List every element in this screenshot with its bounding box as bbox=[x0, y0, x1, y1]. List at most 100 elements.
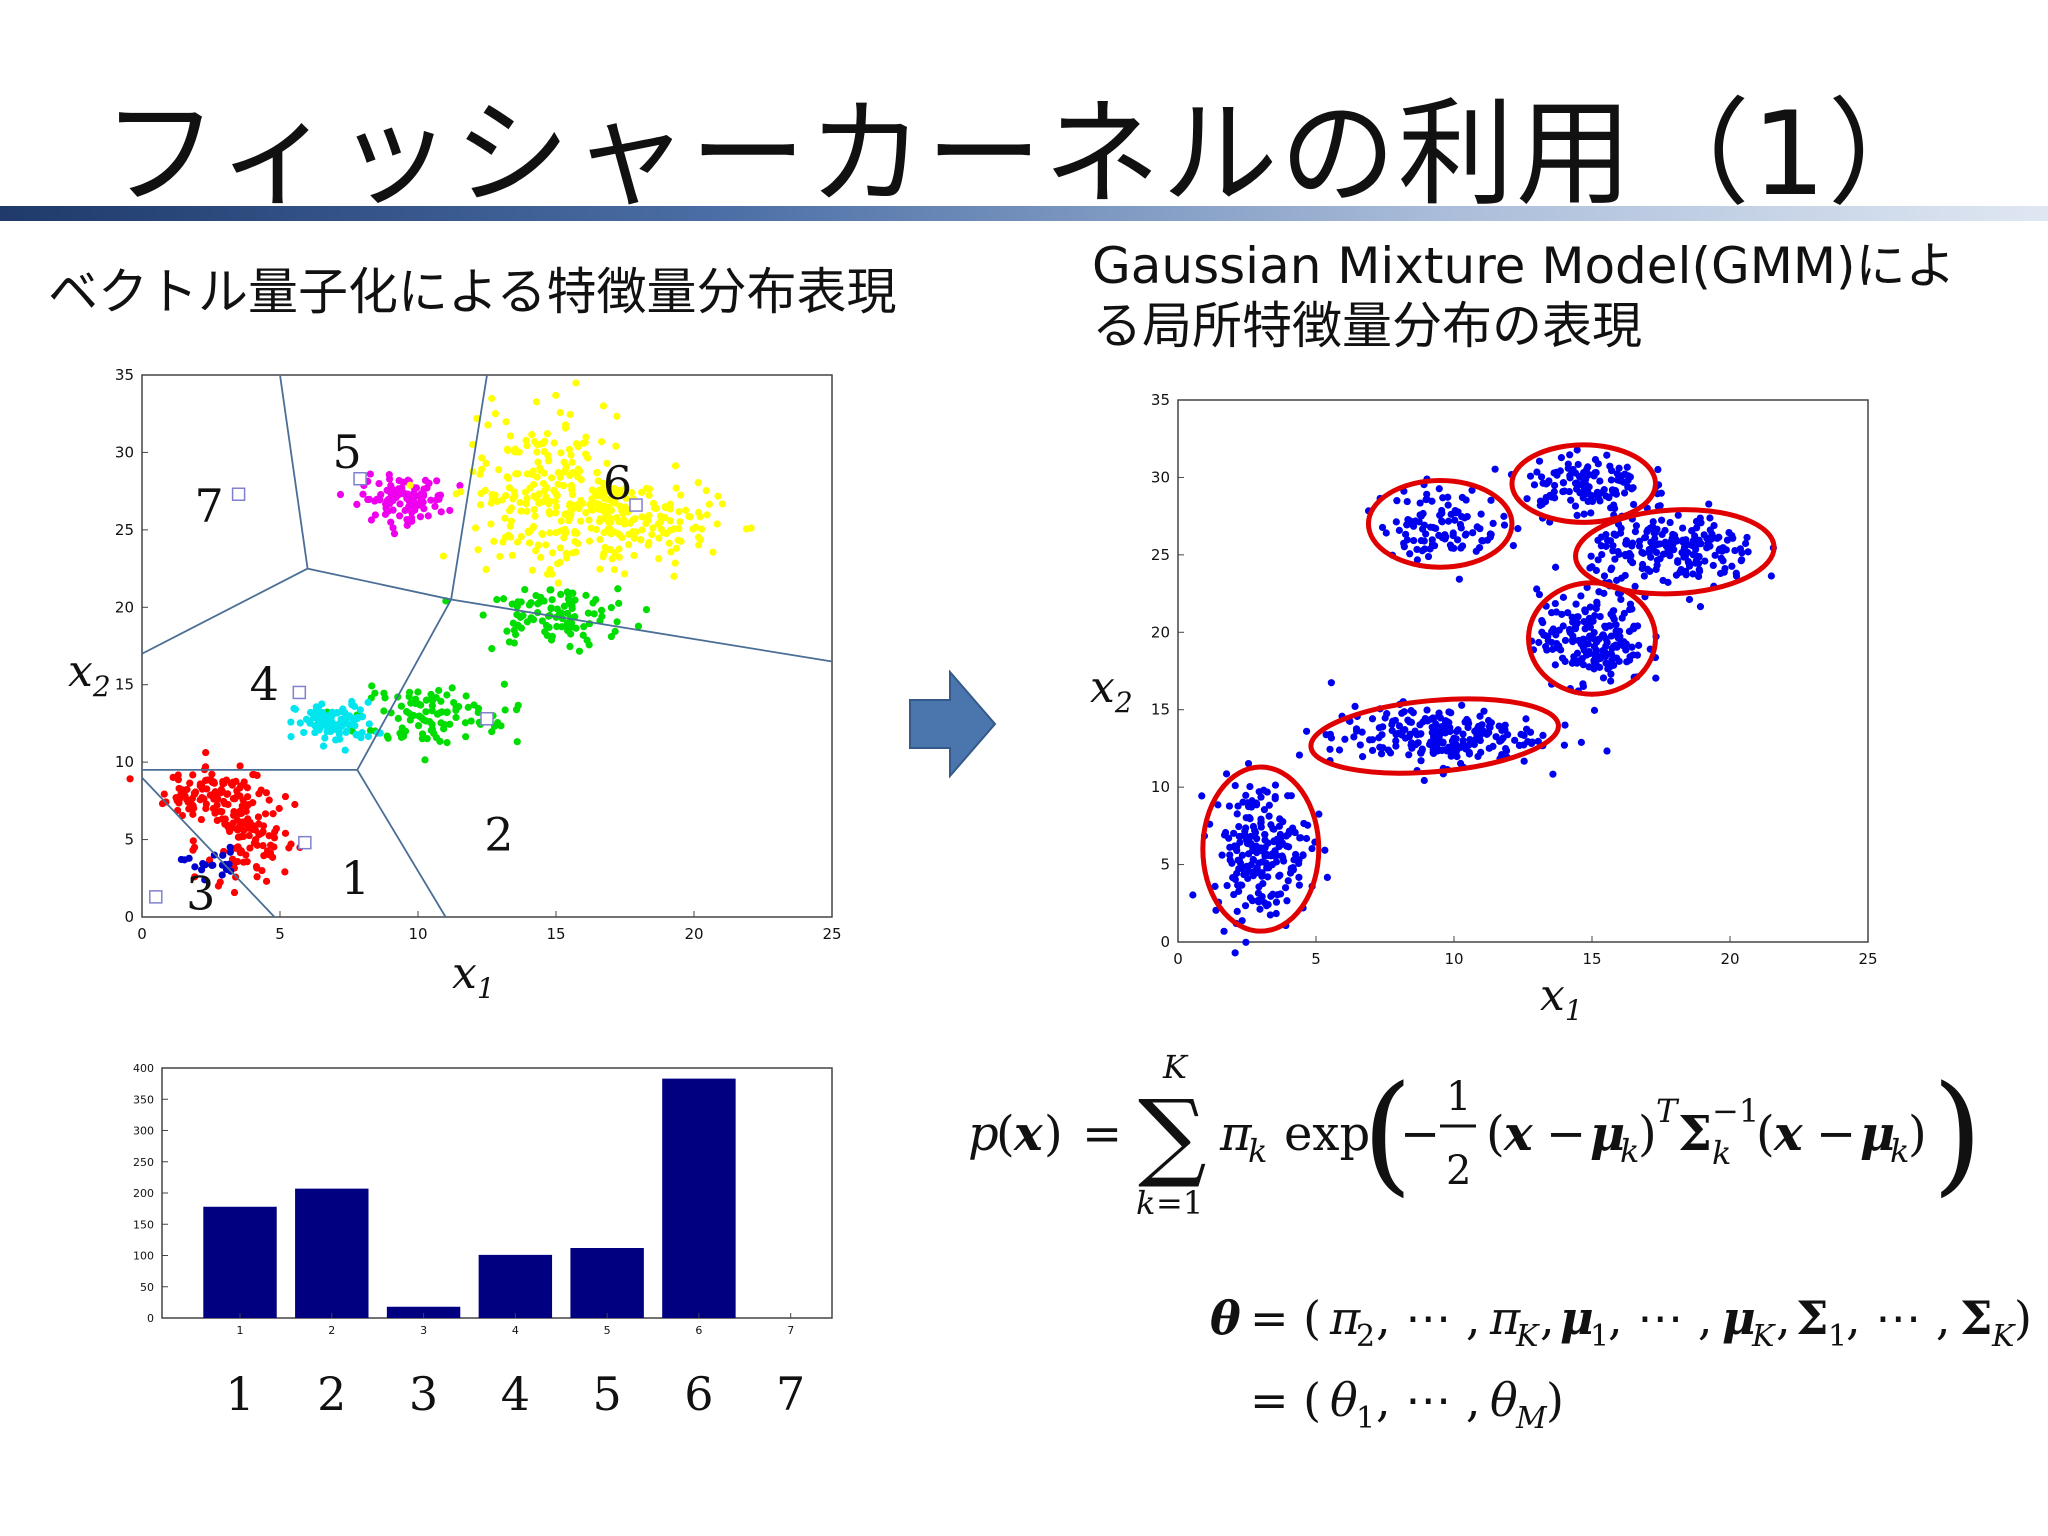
data-point-cluster-6 bbox=[540, 447, 548, 456]
data-point bbox=[1287, 792, 1295, 800]
data-point-cluster-1 bbox=[190, 843, 199, 851]
data-point bbox=[1292, 850, 1300, 859]
data-point-cluster-6 bbox=[530, 506, 538, 514]
data-point bbox=[1281, 884, 1290, 892]
gmm-component-ellipse-5 bbox=[1509, 442, 1658, 525]
y-tick-label: 15 bbox=[115, 676, 134, 694]
y-axis-label: x2 bbox=[1090, 662, 1133, 719]
centroid-marker-7 bbox=[231, 487, 246, 501]
svg-text:−: − bbox=[1816, 1106, 1856, 1162]
data-point bbox=[1450, 544, 1458, 552]
data-point-cluster-1 bbox=[201, 763, 210, 771]
data-point bbox=[1461, 531, 1470, 539]
x-tick-label: 25 bbox=[822, 925, 841, 943]
data-point-cluster-2 bbox=[384, 734, 392, 742]
data-point bbox=[1315, 810, 1323, 818]
data-point-cluster-1 bbox=[257, 786, 265, 794]
data-point-cluster-2 bbox=[517, 598, 525, 606]
data-point-cluster-6 bbox=[537, 467, 545, 475]
data-point-cluster-4 bbox=[350, 702, 359, 710]
data-point bbox=[1458, 542, 1467, 550]
data-point bbox=[1550, 481, 1559, 490]
data-point-cluster-6 bbox=[517, 507, 525, 515]
data-point bbox=[1233, 869, 1241, 878]
histogram-bar-6 bbox=[662, 1078, 736, 1318]
y-tick-label: 30 bbox=[1151, 468, 1170, 486]
data-point bbox=[1717, 554, 1725, 562]
data-point bbox=[1246, 815, 1254, 823]
data-point-cluster-2 bbox=[614, 585, 622, 593]
data-point-cluster-3 bbox=[191, 863, 199, 871]
data-point bbox=[1596, 654, 1605, 663]
data-point bbox=[1225, 834, 1233, 842]
data-point bbox=[1621, 571, 1629, 580]
data-point bbox=[1464, 723, 1472, 732]
data-point bbox=[1254, 896, 1262, 905]
data-point-cluster-6 bbox=[648, 530, 656, 539]
x-tick-label: 1 bbox=[237, 1324, 244, 1337]
data-point-cluster-6 bbox=[703, 511, 711, 519]
title-underline-bar bbox=[0, 206, 2048, 221]
data-point-cluster-6 bbox=[625, 530, 633, 538]
data-point bbox=[1483, 536, 1492, 544]
histogram-bar-1 bbox=[203, 1206, 277, 1318]
data-point bbox=[1576, 489, 1584, 497]
data-point-cluster-1 bbox=[254, 813, 263, 821]
data-point bbox=[1475, 722, 1483, 730]
data-point bbox=[1573, 511, 1581, 520]
data-point-cluster-1 bbox=[214, 795, 222, 803]
data-point-cluster-1 bbox=[216, 807, 224, 816]
data-point-cluster-5 bbox=[385, 475, 394, 483]
data-point-cluster-6 bbox=[685, 512, 693, 521]
data-point bbox=[1585, 650, 1594, 658]
data-point bbox=[1265, 812, 1273, 820]
data-point-cluster-6 bbox=[548, 549, 557, 557]
data-point bbox=[1409, 709, 1417, 717]
x-tick-label: 0 bbox=[1173, 950, 1183, 968]
data-point bbox=[1485, 744, 1493, 752]
theta-equation: θ = ( π 2 , ⋯ , π K , μ 1 , ⋯ , μ K , Σ … bbox=[1210, 1291, 2032, 1436]
data-point-cluster-1 bbox=[243, 820, 251, 828]
data-point bbox=[1736, 545, 1744, 553]
data-point bbox=[1452, 509, 1460, 517]
data-point bbox=[1622, 552, 1630, 560]
data-point-cluster-6 bbox=[541, 487, 549, 495]
data-point bbox=[1623, 658, 1631, 666]
voronoi-boundary-line bbox=[450, 598, 833, 663]
data-point bbox=[1403, 497, 1411, 506]
data-point-cluster-6 bbox=[585, 537, 594, 545]
data-point-cluster-1 bbox=[229, 811, 238, 819]
data-point-cluster-2 bbox=[538, 617, 546, 625]
svg-text:−1: −1 bbox=[1712, 1092, 1759, 1130]
data-point bbox=[1595, 588, 1603, 596]
data-point bbox=[1464, 717, 1472, 725]
data-point bbox=[1638, 564, 1646, 573]
data-point-cluster-6 bbox=[528, 566, 537, 574]
svg-text:μ: μ bbox=[1560, 1291, 1594, 1345]
data-point-cluster-2 bbox=[427, 726, 435, 734]
data-point bbox=[1228, 859, 1236, 867]
data-point-cluster-1 bbox=[218, 815, 226, 823]
data-point bbox=[1602, 642, 1610, 650]
data-point bbox=[1276, 815, 1284, 823]
data-point bbox=[1352, 725, 1361, 733]
data-point bbox=[1641, 534, 1649, 542]
data-point-cluster-1 bbox=[189, 802, 197, 810]
cluster-number-label-7: 7 bbox=[194, 479, 223, 533]
data-point-cluster-1 bbox=[202, 800, 210, 808]
data-point-cluster-6 bbox=[696, 513, 704, 521]
data-point bbox=[1628, 542, 1636, 550]
data-point bbox=[1585, 663, 1593, 671]
data-point bbox=[1444, 501, 1452, 509]
data-point-cluster-1 bbox=[239, 796, 247, 804]
x-tick-label: 10 bbox=[408, 925, 427, 943]
data-point-cluster-6 bbox=[577, 517, 585, 525]
data-point bbox=[1400, 708, 1408, 716]
data-point bbox=[1573, 649, 1582, 657]
data-point-cluster-6 bbox=[627, 488, 636, 497]
data-point-cluster-4 bbox=[287, 732, 295, 741]
data-point-cluster-4 bbox=[333, 709, 342, 717]
data-point bbox=[1585, 470, 1593, 479]
data-point bbox=[1381, 714, 1389, 722]
